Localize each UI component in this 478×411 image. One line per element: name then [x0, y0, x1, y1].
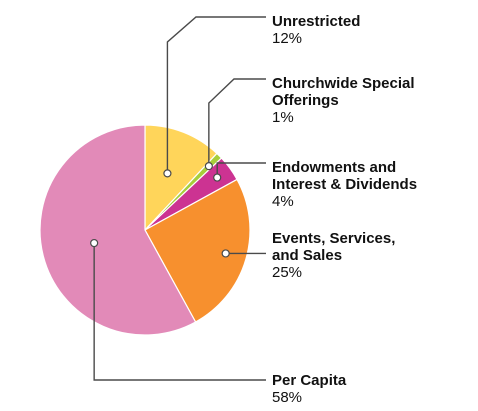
label-churchwide-name-1: Churchwide Special — [272, 75, 415, 92]
leader-dot-endowments — [213, 173, 222, 182]
label-churchwide-value: 1% — [272, 109, 294, 126]
label-unrestricted-value: 12% — [272, 30, 303, 47]
label-per-capita-name-1: Per Capita — [272, 372, 347, 389]
slices-layer — [39, 124, 251, 336]
leader-dot-unrestricted — [163, 169, 172, 178]
label-unrestricted-name-1: Unrestricted — [272, 13, 361, 30]
label-events-name-2: and Sales — [272, 247, 343, 264]
leader-line-unrestricted — [166, 16, 266, 174]
label-endowments: Endowments and Interest & Dividends 4% — [272, 159, 417, 210]
label-unrestricted: Unrestricted 12% — [272, 13, 360, 47]
label-per-capita: Per Capita 58% — [272, 372, 346, 406]
label-churchwide-name-2: Offerings — [272, 92, 339, 109]
label-events-name-1: Events, Services, — [272, 230, 396, 247]
leader-lines-layer — [90, 16, 266, 381]
leader-dot-per-capita — [90, 238, 99, 248]
leader-dot-events-services-sales — [221, 249, 230, 258]
label-endowments-name-1: Endowments and — [272, 159, 397, 176]
label-endowments-name-2: Interest & Dividends — [272, 176, 418, 193]
leader-line-endowments — [216, 162, 266, 178]
pie-slice-events-services-sales — [144, 178, 251, 323]
label-churchwide-special-offerings: Churchwide Special Offerings 1% — [272, 75, 415, 126]
label-endowments-value: 4% — [272, 193, 294, 210]
label-per-capita-value: 58% — [272, 389, 303, 406]
pie-slice-unrestricted — [144, 124, 218, 232]
leader-line-churchwide-special-offerings — [208, 78, 266, 167]
leader-dot-churchwide-special-offerings — [204, 162, 213, 171]
pie-slice-per-capita — [39, 124, 197, 336]
leader-line-per-capita — [93, 243, 266, 381]
label-events-services-sales: Events, Services, and Sales 25% — [272, 230, 395, 281]
label-events-value: 25% — [272, 264, 303, 281]
